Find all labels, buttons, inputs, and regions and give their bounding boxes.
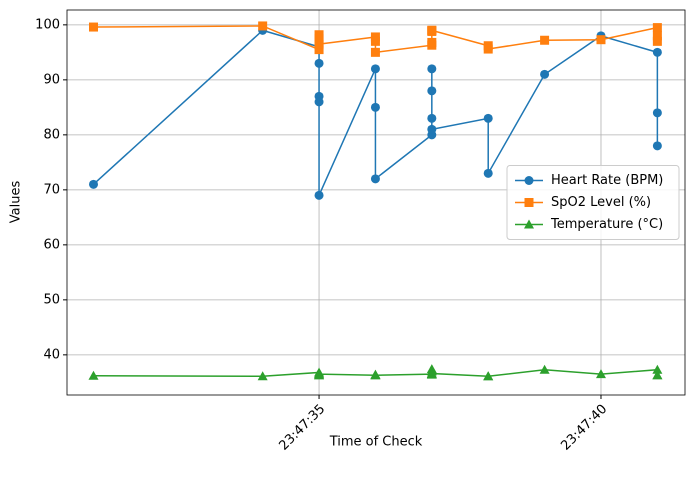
y-tick-label: 50 — [43, 292, 60, 307]
marker — [370, 370, 381, 380]
marker — [540, 69, 550, 79]
marker — [483, 113, 493, 123]
legend-marker — [524, 176, 534, 185]
marker — [652, 36, 662, 46]
marker — [370, 102, 380, 112]
marker — [89, 22, 99, 32]
marker — [427, 86, 437, 96]
marker — [427, 25, 437, 35]
legend-marker — [524, 219, 534, 229]
x-tick-label: 23:47:40 — [558, 402, 610, 454]
y-tick-label: 80 — [43, 127, 60, 142]
marker — [483, 371, 494, 381]
marker — [427, 113, 437, 123]
y-axis-label: Values — [9, 181, 24, 224]
legend-label: Temperature (°C) — [550, 217, 663, 232]
marker — [314, 34, 324, 44]
marker — [596, 35, 606, 45]
y-tick-label: 40 — [43, 347, 60, 362]
y-tick-label: 60 — [43, 237, 60, 252]
marker — [652, 370, 663, 380]
marker — [652, 47, 662, 57]
y-tick-label: 70 — [43, 182, 60, 197]
marker — [314, 45, 324, 55]
marker — [314, 39, 324, 49]
marker — [652, 31, 662, 41]
x-tick-label: 23:47:35 — [276, 402, 328, 454]
y-tick-label: 100 — [35, 17, 60, 32]
marker — [652, 23, 662, 33]
marker — [314, 97, 324, 107]
marker — [258, 21, 268, 31]
legend: Heart Rate (BPM) SpO2 Level (%) Temperatur… — [506, 165, 680, 240]
marker — [652, 364, 663, 374]
marker — [314, 58, 324, 68]
marker — [540, 35, 550, 45]
marker — [427, 124, 437, 134]
legend-marker — [524, 198, 534, 207]
marker — [427, 37, 437, 47]
marker — [370, 64, 380, 74]
x-axis-label: Time of Check — [329, 435, 423, 450]
marker — [370, 174, 380, 184]
marker — [483, 168, 493, 178]
marker — [427, 64, 437, 74]
legend-label: SpO2 Level (%) — [551, 195, 651, 210]
marker — [88, 370, 99, 380]
plot-frame — [66, 9, 686, 396]
marker — [314, 190, 324, 200]
marker — [595, 369, 606, 379]
marker — [89, 179, 99, 189]
marker — [652, 141, 662, 151]
marker — [426, 368, 437, 378]
marker — [539, 364, 550, 374]
marker — [483, 44, 493, 54]
marker — [370, 36, 380, 46]
series-line — [92, 29, 659, 196]
legend-box — [506, 165, 680, 240]
y-tick-label: 90 — [43, 72, 60, 87]
marker — [652, 108, 662, 118]
marker — [257, 371, 268, 381]
marker — [314, 369, 325, 379]
marker — [370, 47, 380, 57]
legend-label: Heart Rate (BPM) — [551, 173, 663, 188]
